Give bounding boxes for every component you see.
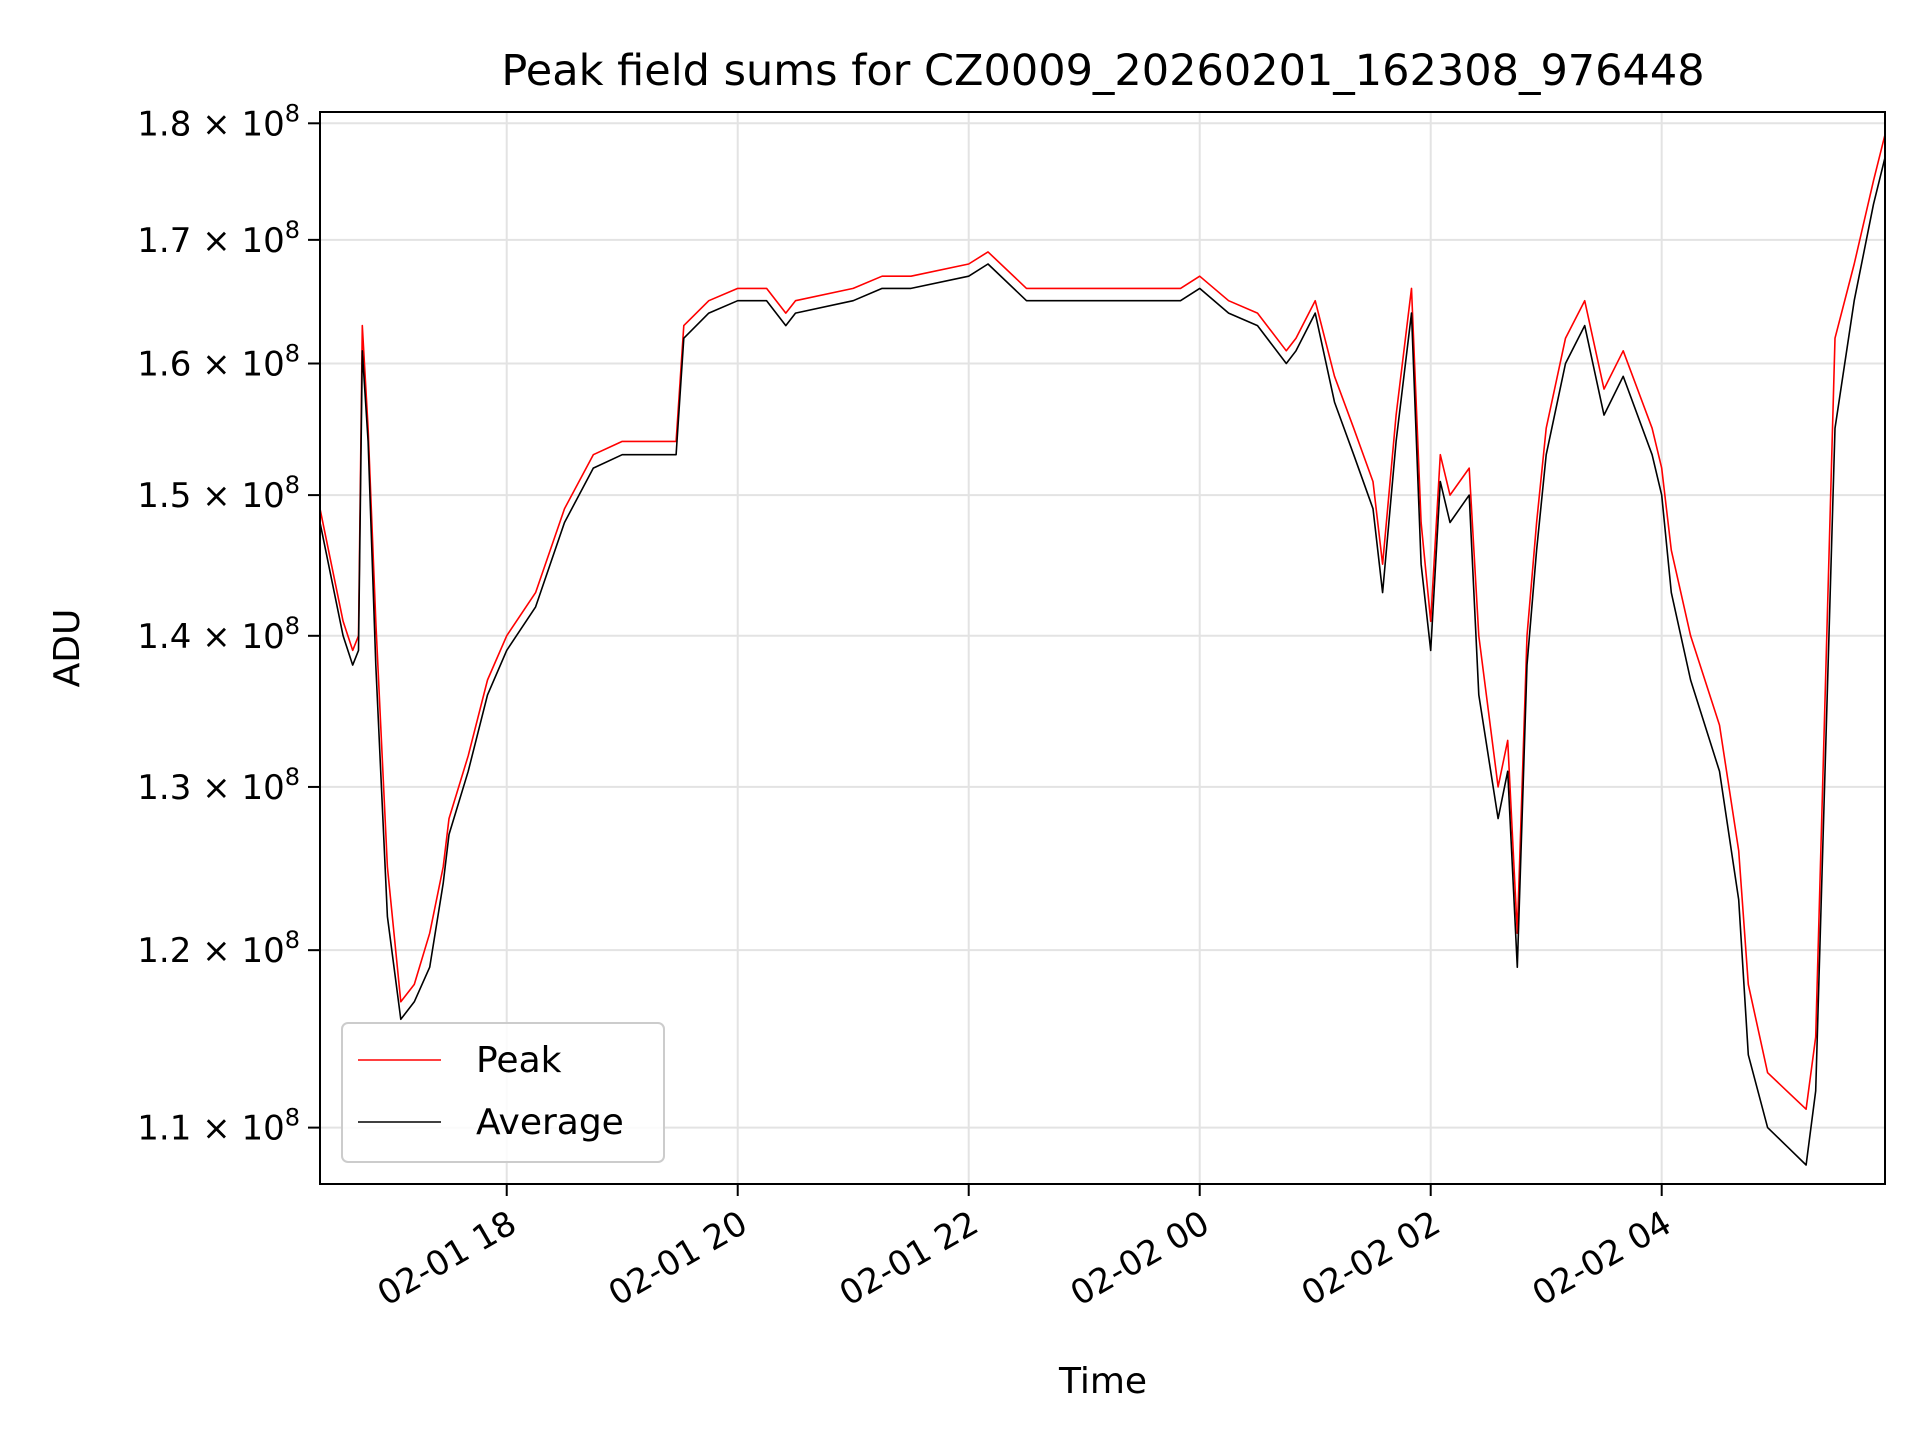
legend-label-peak: Peak [476,1040,562,1081]
y-tick-label: 1.2 × 108 [137,926,300,971]
y-axis-label: ADU [47,609,88,688]
y-tick-label: 1.5 × 108 [137,471,300,516]
y-tick-label: 1.3 × 108 [137,763,300,808]
legend: Peak Average [341,1022,665,1163]
legend-box [341,1022,665,1163]
chart-title: Peak field sums for CZ0009_20260201_1623… [501,46,1704,96]
y-tick-label: 1.7 × 108 [137,216,300,261]
x-axis-label: Time [1058,1361,1147,1402]
series-line-peak [319,134,1886,1110]
plot-area-frame [319,111,1886,1185]
y-tick-label: 1.1 × 108 [137,1104,300,1149]
series-line-average [319,157,1886,1166]
plot-lines [319,134,1886,1166]
grid [320,112,1885,1184]
y-axis-ticks: 1.1 × 108 1.2 × 108 1.3 × 108 1.4 × 108 1.5 … [137,99,320,1149]
y-tick-label: 1.4 × 108 [137,612,300,657]
legend-label-average: Average [476,1102,624,1143]
y-tick-label: 1.6 × 108 [137,339,300,384]
y-tick-label: 1.8 × 108 [137,99,300,144]
